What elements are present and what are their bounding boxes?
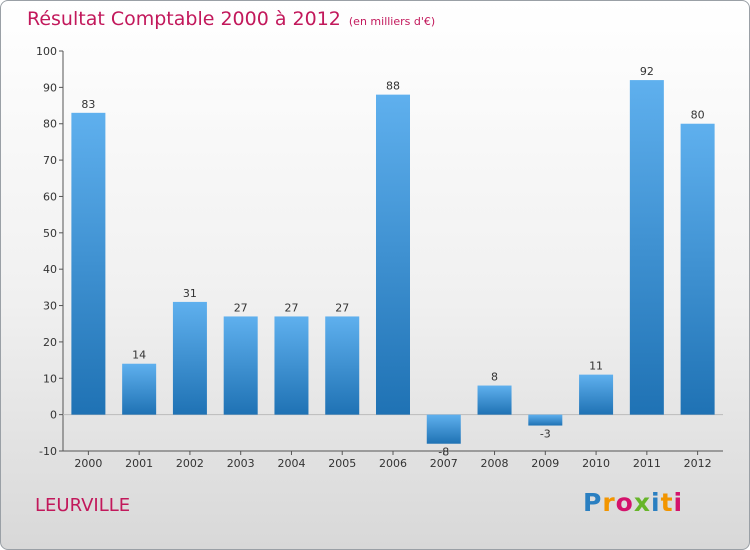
y-tick-label: 0 xyxy=(50,409,57,422)
x-tick-label: 2003 xyxy=(227,457,255,470)
data-label-2005: 27 xyxy=(335,301,349,314)
bar-2005 xyxy=(325,316,360,415)
data-label-2011: 92 xyxy=(640,65,654,78)
data-label-2001: 14 xyxy=(132,349,146,362)
town-name: LEURVILLE xyxy=(35,495,131,516)
y-tick-label: 70 xyxy=(43,154,57,167)
data-label-2012: 80 xyxy=(691,109,705,122)
x-tick-label: 2004 xyxy=(277,457,305,470)
x-tick-label: 2001 xyxy=(125,457,153,470)
bar-2003 xyxy=(223,316,258,415)
x-tick-label: 2008 xyxy=(481,457,509,470)
bar-chart: -10 0 10 20 30 40 50 60 70 80 90 100 2000 2001 2002 200… xyxy=(36,45,723,470)
x-tick-label: 2010 xyxy=(582,457,610,470)
labels: 83 14 31 27 27 27 88 -8 8 -3 11 92 80 xyxy=(81,65,704,459)
chart-title: Résultat Comptable 2000 à 2012 (en millie… xyxy=(27,8,435,30)
bar-2009 xyxy=(528,414,563,426)
y-tick-label: 20 xyxy=(43,336,57,349)
y-tick-label: 100 xyxy=(36,45,57,58)
x-tick-label: 2011 xyxy=(633,457,661,470)
y-tick-label: 40 xyxy=(43,263,57,276)
data-label-2007: -8 xyxy=(438,446,449,459)
x-tick-label: 2012 xyxy=(684,457,712,470)
bar-2012 xyxy=(680,123,715,415)
data-label-2004: 27 xyxy=(284,301,298,314)
bar-2004 xyxy=(274,316,309,415)
data-label-2003: 27 xyxy=(234,301,248,314)
x-tick-label: 2007 xyxy=(430,457,458,470)
bar-2007 xyxy=(426,414,461,444)
data-label-2000: 83 xyxy=(81,98,95,111)
bar-2002 xyxy=(172,301,207,415)
chart-unit: (en milliers d'€) xyxy=(348,15,436,28)
y-tick-label: 90 xyxy=(43,81,57,94)
bar-2006 xyxy=(376,94,410,415)
y-tick-label: 30 xyxy=(43,300,57,313)
data-label-2009: -3 xyxy=(540,428,551,441)
y-tick-label: 50 xyxy=(43,227,57,240)
y-tick-label: 60 xyxy=(43,190,57,203)
bars xyxy=(71,80,715,444)
data-label-2002: 31 xyxy=(183,287,197,300)
x-tick-label: 2005 xyxy=(328,457,356,470)
y-tick-label: 10 xyxy=(43,372,57,385)
bar-2001 xyxy=(122,363,157,415)
chart-title-text: Résultat Comptable 2000 à 2012 xyxy=(27,8,341,30)
x-tick-label: 2009 xyxy=(531,457,559,470)
y-tick-label: 80 xyxy=(43,118,57,131)
data-label-2008: 8 xyxy=(491,371,498,384)
bar-2000 xyxy=(71,112,106,415)
bar-2008 xyxy=(477,385,512,415)
x-tick-label: 2006 xyxy=(379,457,407,470)
proxiti-logo: Proxiti xyxy=(583,488,684,517)
bar-2011 xyxy=(629,80,664,415)
data-label-2010: 11 xyxy=(589,360,603,373)
x-tick-label: 2000 xyxy=(74,457,102,470)
bar-2010 xyxy=(579,374,614,415)
data-label-2006: 88 xyxy=(386,80,400,93)
x-tick-label: 2002 xyxy=(176,457,204,470)
y-tick-label: -10 xyxy=(39,445,57,458)
